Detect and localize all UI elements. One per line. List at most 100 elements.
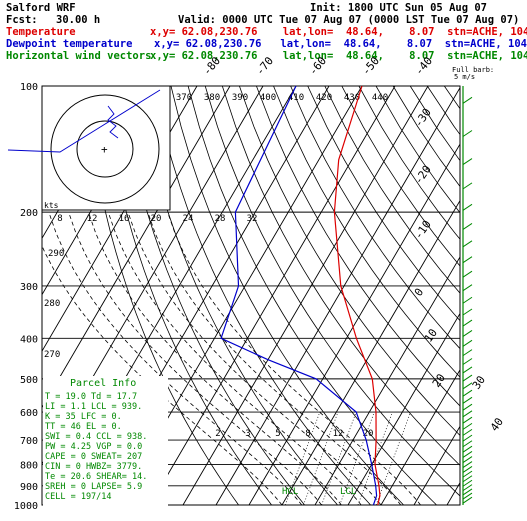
pressure-tick-label: 700 xyxy=(20,436,38,447)
theta-e-label: 390 xyxy=(232,93,248,103)
hodograph-ring xyxy=(50,94,160,204)
wind-barb xyxy=(462,284,473,292)
isotherm-line xyxy=(281,199,460,505)
init-time: Init: 1800 UTC Sun 05 Aug 07 xyxy=(310,2,488,14)
hodograph-ring xyxy=(76,120,134,178)
dewpoint-label: Dewpoint temperature xyxy=(6,38,133,50)
wind-barb xyxy=(462,330,473,337)
dry-adiabat xyxy=(221,86,460,466)
isotherm-line xyxy=(248,143,460,505)
wind-barb xyxy=(462,440,473,448)
temperature-info: x,y= 62.08,230.76 lat,lon= 48.64, 8.07 s… xyxy=(150,26,527,38)
isotherm-line xyxy=(446,481,460,505)
pressure-tick-label: 200 xyxy=(20,208,38,219)
theta-e-label: 410 xyxy=(288,93,304,103)
dry-adiabat xyxy=(136,86,338,505)
temperature-axis-label: -60 xyxy=(306,54,329,78)
hodograph-box xyxy=(41,85,171,211)
model-title: Salford WRF xyxy=(6,2,76,14)
moist-adiabat xyxy=(127,211,382,505)
wind-barb xyxy=(462,182,473,190)
wind-barb xyxy=(462,389,473,397)
theta-e-label: 380 xyxy=(204,93,220,103)
pressure-tick-label: 800 xyxy=(20,460,38,471)
isotherm-line xyxy=(182,86,429,505)
dry-adiabat xyxy=(409,86,460,162)
parcel-info-line: Te = 20.6 SHEAR= 14. xyxy=(45,472,147,482)
wind-barb xyxy=(462,396,473,404)
plot-frame xyxy=(41,85,461,506)
pressure-tick-label: 900 xyxy=(20,482,38,493)
dry-adiabat xyxy=(443,86,460,110)
isotherm-line xyxy=(42,86,231,409)
dry-adiabat xyxy=(119,86,305,505)
wind-barb xyxy=(462,296,473,304)
wind-column-label: 5 m/s xyxy=(454,73,475,81)
wind-barb xyxy=(462,339,473,347)
wind-barb xyxy=(462,488,473,496)
wind-barb xyxy=(462,158,473,165)
temperature-label: Temperature xyxy=(6,26,76,38)
isotherm-line xyxy=(215,86,460,505)
dewpoint-info: x,y= 62.08,230.76 lat,lon= 48.64, 8.07 s… xyxy=(154,38,527,50)
temperature-axis-label: -20 xyxy=(412,163,434,187)
wind-barb xyxy=(462,484,473,492)
dry-adiabat xyxy=(153,86,371,505)
pressure-tick-label: 100 xyxy=(20,82,38,93)
forecast-value: 30.00 h xyxy=(56,14,101,26)
dry-adiabat xyxy=(324,86,460,294)
dry-adiabat xyxy=(187,86,437,505)
wind-label: Horizontal wind vectors xyxy=(6,50,152,62)
parcel-info-line: K = 35 LFC = 0. xyxy=(45,412,122,422)
mixing-ratio-top-label: 12 xyxy=(87,214,98,224)
hodograph-units: kts xyxy=(44,201,59,210)
wind-barb xyxy=(462,270,473,278)
wind-barb xyxy=(462,358,473,365)
dewpoint-profile xyxy=(220,85,378,506)
wind-barb xyxy=(462,96,473,104)
theta-e-label: 420 xyxy=(316,93,332,103)
mixing-ratio-top-label: 8 xyxy=(57,214,62,224)
wind-barb xyxy=(462,470,473,478)
mixing-ratio-top-label: 24 xyxy=(183,214,194,224)
mixing-ratio-label: 3 xyxy=(245,429,250,439)
pressure-tick-label: 1000 xyxy=(14,501,38,512)
pressure-tick-label: 300 xyxy=(20,282,38,293)
temperature-axis-label: 10 xyxy=(422,326,440,344)
pressure-tick-label: 600 xyxy=(20,408,38,419)
wind-barb xyxy=(462,461,473,468)
mixing-ratio-line xyxy=(375,411,411,505)
wind-barb xyxy=(462,319,473,327)
moist-adiabat xyxy=(48,211,303,505)
mixing-ratio-top-label: 16 xyxy=(119,214,130,224)
mixing-ratio-top-label: 28 xyxy=(215,214,226,224)
valid-time: Valid: 0000 UTC Tue 07 Aug 07 (0000 LST … xyxy=(178,14,520,26)
temperature-axis-label: 40 xyxy=(488,415,506,433)
dry-adiabat xyxy=(358,86,460,240)
temperature-axis-label: -30 xyxy=(412,106,434,130)
mixing-ratio-label: 8 xyxy=(305,429,310,439)
dry-adiabat xyxy=(290,86,460,350)
wind-barb xyxy=(462,416,473,424)
hodograph-center: + xyxy=(101,143,108,156)
dry-adiabat xyxy=(426,86,460,136)
temperature-profile xyxy=(333,85,381,506)
dry-adiabat xyxy=(170,86,404,505)
wind-barb xyxy=(462,130,473,137)
dry-adiabat xyxy=(239,86,460,436)
side-scale-label: 280 xyxy=(44,299,60,309)
wind-barb xyxy=(462,492,473,500)
parcel-info-box xyxy=(43,376,168,506)
dry-adiabat xyxy=(204,86,460,497)
side-scale-label: 270 xyxy=(44,350,60,360)
diagram-grid xyxy=(42,86,460,505)
moist-adiabat xyxy=(88,211,342,505)
parcel-info-line: SWI = 0.4 CCL = 938. xyxy=(45,432,147,442)
forecast-label: Fcst: xyxy=(6,14,38,26)
temperature-axis-label: 0 xyxy=(412,286,426,299)
wind-barb xyxy=(462,256,473,264)
annotation-label: LCL xyxy=(340,487,356,497)
wind-barb xyxy=(462,382,473,390)
theta-e-label: 430 xyxy=(344,93,360,103)
isotherm-line xyxy=(347,312,460,505)
